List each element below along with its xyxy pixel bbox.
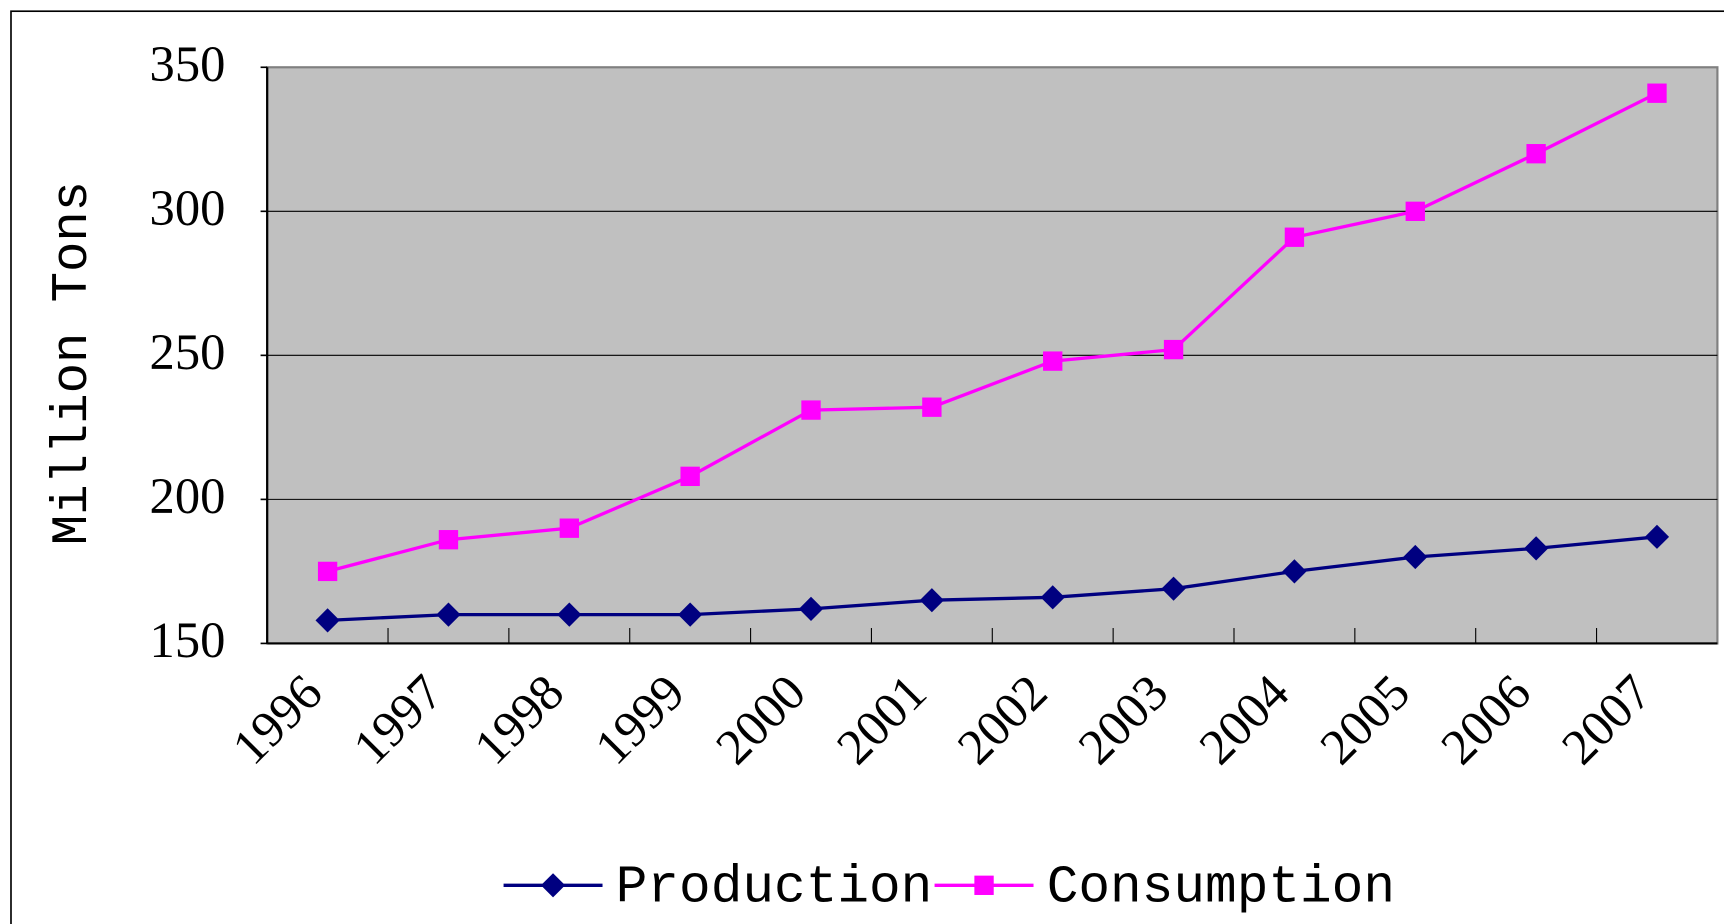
data-point bbox=[540, 873, 566, 898]
data-point bbox=[1647, 83, 1667, 103]
legend-label: Consumption bbox=[1047, 857, 1395, 917]
data-point bbox=[1161, 576, 1186, 601]
data-point bbox=[559, 518, 579, 538]
data-point bbox=[436, 602, 461, 627]
data-point bbox=[974, 875, 994, 895]
data-point bbox=[315, 608, 340, 633]
data-point bbox=[1043, 351, 1063, 371]
data-point bbox=[680, 466, 700, 487]
x-tick-label: 1998 bbox=[463, 664, 574, 775]
x-tick-label: 1997 bbox=[342, 664, 453, 775]
x-tick-label: 2007 bbox=[1551, 664, 1662, 775]
x-tick-label: 2000 bbox=[705, 664, 816, 775]
data-point bbox=[317, 561, 338, 582]
x-tick-label: 1999 bbox=[584, 664, 695, 775]
data-point bbox=[1284, 227, 1305, 247]
x-tick-label: 2006 bbox=[1430, 664, 1541, 775]
data-point bbox=[1040, 585, 1065, 610]
x-tick-label: 2003 bbox=[1067, 664, 1178, 775]
data-point bbox=[922, 397, 942, 417]
x-tick-label: 2001 bbox=[826, 664, 937, 775]
x-tick-label: 2005 bbox=[1309, 664, 1420, 775]
y-tick-label: 350 bbox=[150, 36, 226, 92]
data-point bbox=[438, 530, 459, 550]
legend-label: Production bbox=[616, 857, 933, 917]
chart-border bbox=[10, 10, 1724, 924]
data-point bbox=[801, 400, 821, 420]
series-line bbox=[327, 91, 1658, 573]
y-axis-label: Million Tons bbox=[45, 181, 102, 545]
y-tick-label: 250 bbox=[150, 324, 226, 380]
data-point bbox=[1405, 201, 1425, 221]
data-point bbox=[1403, 544, 1428, 570]
x-tick-label: 2004 bbox=[1188, 664, 1299, 775]
y-tick-label: 300 bbox=[150, 180, 226, 236]
x-tick-label: 2002 bbox=[947, 664, 1058, 775]
data-point bbox=[1526, 144, 1546, 164]
series-line bbox=[327, 535, 1658, 623]
y-tick-label: 200 bbox=[150, 468, 226, 524]
y-tick-label: 150 bbox=[150, 612, 226, 668]
data-point bbox=[557, 602, 582, 627]
data-point bbox=[1163, 339, 1184, 360]
x-tick-label: 1996 bbox=[221, 664, 332, 775]
data-point bbox=[1524, 536, 1549, 561]
